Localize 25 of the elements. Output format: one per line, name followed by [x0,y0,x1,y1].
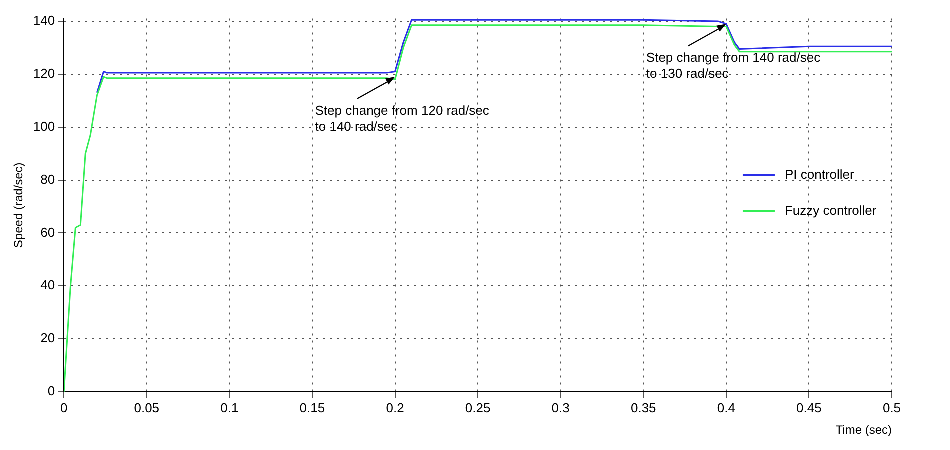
x-tick-label: 0.45 [796,400,822,416]
y-tick-label: 100 [33,118,56,134]
x-tick-label: 0 [60,400,68,416]
y-tick-label: 60 [40,224,56,240]
x-tick-label: 0.3 [552,400,570,416]
y-axis-title: Speed (rad/sec) [12,162,26,248]
x-tick-label: 0.35 [630,400,656,416]
x-axis-title: Time (sec) [836,423,892,438]
y-tick-label: 80 [40,172,56,187]
x-tick-label: 0.25 [465,400,491,416]
y-tick-label: 140 [33,13,56,28]
y-tick-label: 120 [33,66,56,81]
y-tick-label: 0 [48,384,56,399]
y-tick-label: 20 [40,330,56,346]
y-tick-label: 40 [40,278,56,293]
x-tick-label: 0.05 [134,400,160,416]
x-tick-label: 0.4 [717,400,736,416]
x-tick-label: 0.15 [300,400,326,416]
legend-label: Fuzzy controller [784,203,878,218]
legend-label: PI controller [784,167,856,182]
annotation: Step change from 140 rad/sec to 130 rad/sec [646,50,822,82]
annotation: Step change from 120 rad/sec to 140 rad/sec [315,103,490,134]
x-tick-label: 0.5 [882,400,902,416]
x-tick-label: 0.2 [386,400,404,416]
x-tick-label: 0.1 [220,400,239,416]
